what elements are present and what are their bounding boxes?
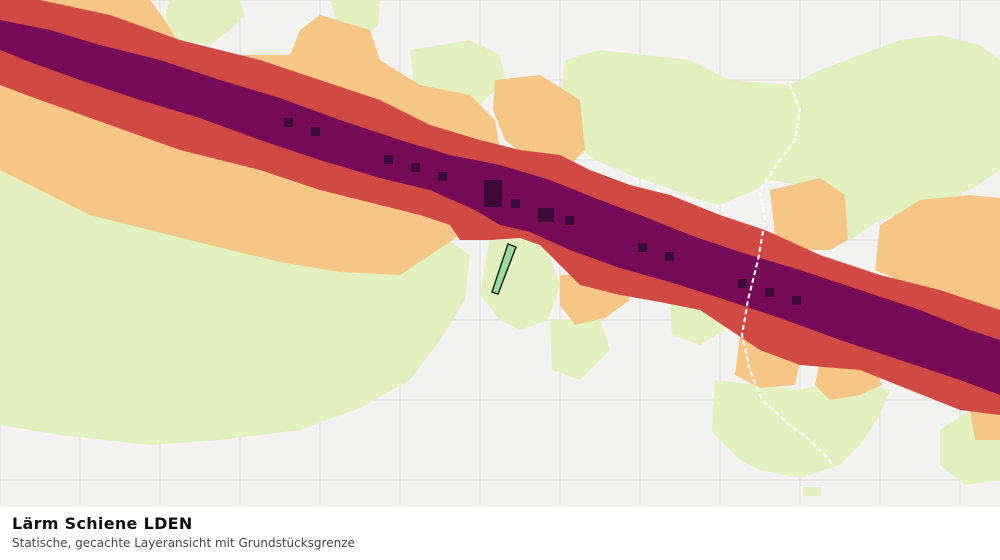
map-caption: Lärm Schiene LDEN Statische, gecachte La… xyxy=(0,507,1000,560)
noise-hotspots xyxy=(284,118,801,305)
boundary-line xyxy=(740,84,833,466)
parcel-outline[interactable] xyxy=(491,243,517,295)
noise-map[interactable] xyxy=(0,0,1000,507)
noise-zone-very-high xyxy=(0,20,1000,395)
layer-subtitle: Statische, gecachte Layeransicht mit Gru… xyxy=(12,536,355,550)
layer-title: Lärm Schiene LDEN xyxy=(12,514,193,533)
